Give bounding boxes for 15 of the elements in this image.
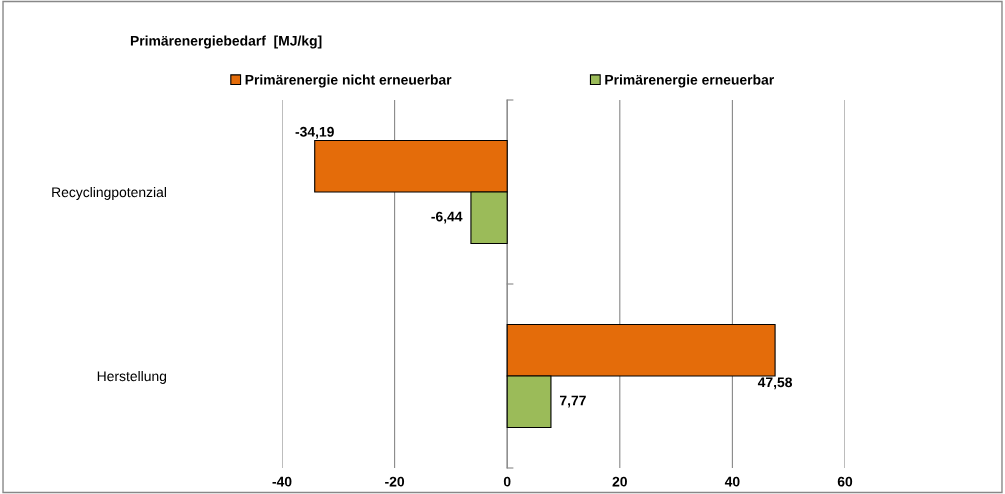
x-tick-label: 0 — [503, 476, 511, 487]
x-tick-label: 40 — [724, 476, 740, 487]
data-label: 7,77 — [559, 395, 586, 408]
x-tick-label: -40 — [272, 476, 292, 487]
x-tick-label: 20 — [612, 476, 627, 487]
data-label: 47,58 — [757, 377, 793, 390]
y-tick-label: Herstellung — [97, 370, 167, 384]
x-tick-label: -20 — [385, 476, 405, 487]
data-label: -6,44 — [431, 211, 463, 224]
data-label: -34,19 — [295, 126, 334, 139]
legend-label: Primärenergie erneuerbar — [605, 74, 774, 88]
x-tick-label: 60 — [837, 476, 853, 487]
legend-label: Primärenergie nicht erneuerbar — [245, 74, 452, 88]
chart-title: Primärenergiebedarf [MJ/kg] — [130, 35, 322, 49]
y-tick-label: Recyclingpotenzial — [52, 186, 166, 200]
